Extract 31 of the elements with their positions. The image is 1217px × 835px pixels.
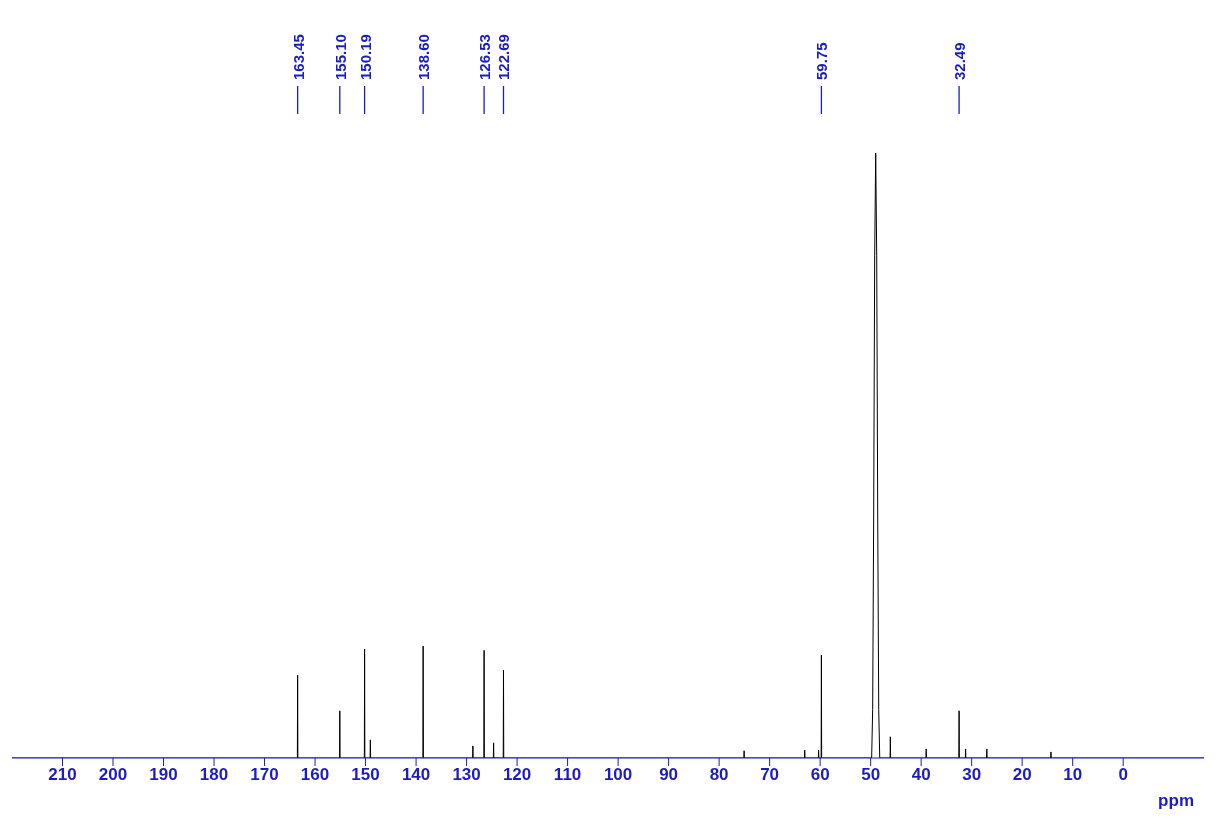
- x-tick-label: 90: [659, 765, 679, 785]
- x-tick-label: 130: [452, 765, 481, 785]
- annotation: 138.60: [415, 34, 433, 80]
- x-tick-label: 180: [199, 765, 229, 785]
- annotation: 163.45: [289, 34, 307, 80]
- annotation: 150.19: [356, 34, 374, 80]
- x-tick-label: 210: [48, 765, 77, 785]
- x-tick-label: 20: [1012, 765, 1032, 785]
- x-tick-label: 40: [911, 765, 931, 785]
- x-tick-label: 140: [401, 765, 431, 785]
- annotation: 155.10: [331, 34, 349, 80]
- x-tick-label: 190: [149, 765, 178, 785]
- x-tick-label: 60: [810, 765, 830, 785]
- x-tick-label: 50: [861, 765, 881, 785]
- x-tick-label: 170: [250, 765, 279, 785]
- x-tick-label: 10: [1063, 765, 1083, 785]
- annotation: 126.53: [476, 34, 494, 80]
- annotation: 59.75: [813, 42, 831, 80]
- x-tick-label: 80: [709, 765, 729, 785]
- annotation: 122.69: [495, 34, 513, 80]
- x-tick-label: 160: [300, 765, 330, 785]
- x-tick-label: 30: [962, 765, 982, 785]
- x-tick-label: 70: [760, 765, 780, 785]
- x-tick-label: 0: [1118, 765, 1128, 785]
- x-tick-label: 110: [553, 765, 582, 785]
- x-tick-label: 100: [603, 765, 633, 785]
- annotation: 32.49: [951, 42, 969, 80]
- x-tick-label: 150: [351, 765, 380, 785]
- x-tick-label: 200: [98, 765, 128, 785]
- x-axis-title: ppm: [1158, 791, 1194, 810]
- x-tick-label: 120: [502, 765, 532, 785]
